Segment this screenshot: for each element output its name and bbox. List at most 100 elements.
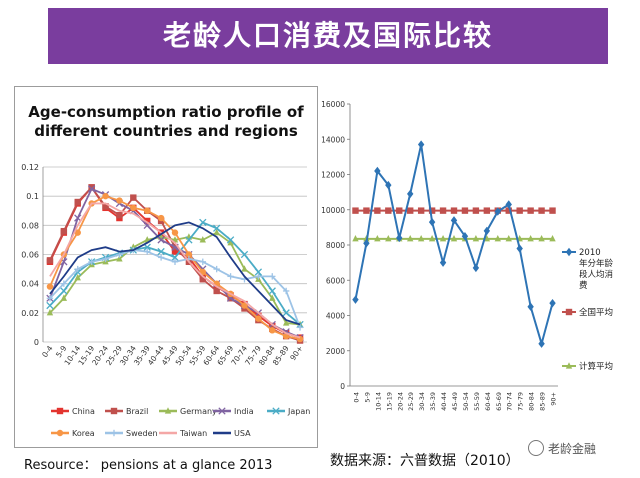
legend-marker [110,429,118,437]
data-point [417,140,425,149]
x-tick-label: 40-44 [440,392,448,411]
data-point [494,207,501,216]
data-point-germany [116,255,123,262]
left-source-note: Resource： pensions at a glance 2013 [24,458,273,473]
data-point [385,207,392,214]
data-point [494,235,501,242]
data-point-india [74,214,82,222]
data-point-korea [144,207,151,214]
data-point [439,235,447,242]
data-point [472,235,480,242]
x-tick-label: 35-39 [429,392,437,411]
legend-label: Sweden [126,429,158,438]
data-point [549,207,556,214]
data-point-korea [130,204,137,212]
legend-marker [110,407,118,415]
x-tick-label: 0-4 [352,392,360,403]
title-banner: 老龄人口消费及国际比较 [48,8,608,64]
data-point-brazil [60,227,68,235]
data-point-korea [241,302,248,309]
age-consumption-chart: Age-consumption ratio profile of differe… [21,103,310,438]
y-tick-label: 0.04 [21,280,39,289]
data-point-sweden [227,273,234,280]
data-point [385,235,392,242]
legend-label: Korea [72,429,95,438]
data-point [374,235,381,242]
data-point-korea [185,251,193,258]
legend-label: 全国平均 [579,307,613,318]
data-point-china [144,217,151,225]
data-point [461,231,469,241]
data-point [363,207,370,214]
data-point-sweden [269,273,276,280]
data-point-korea [102,192,109,200]
data-point [472,207,480,214]
legend-marker [565,308,573,316]
data-point [396,207,403,214]
data-point [439,207,447,214]
legend-marker [272,407,280,415]
series-line-usa [49,221,301,326]
data-point [396,233,403,243]
data-point-sweden [255,273,262,280]
data-point-brazil [102,203,109,210]
data-point-india [87,185,96,193]
data-point-china [171,248,179,255]
x-tick-label: 15-19 [385,392,393,411]
legend-marker [164,407,172,414]
x-tick-label: 55-59 [473,392,481,411]
data-point [363,239,370,248]
data-point-sweden [296,324,304,331]
data-point [428,217,436,227]
data-point [450,207,458,214]
data-point-japan [213,224,221,232]
data-point [505,235,512,242]
legend-label: Taiwan [179,429,207,438]
data-point-sweden [74,265,81,273]
data-point-korea [157,214,165,222]
legend-label: Japan [287,407,310,416]
data-point-sweden [199,258,206,265]
left-chart-panel: Age-consumption ratio profile of differe… [14,86,318,448]
y-tick-label: 0 [340,382,345,391]
y-tick-label: 0.02 [21,309,39,318]
data-point [439,258,447,267]
watermark-text: 老龄金融 [548,442,597,456]
data-point-sweden [102,255,109,263]
x-tick-label: 10-14 [374,392,382,411]
data-point-germany [241,265,248,272]
y-tick-label: 0.12 [21,163,39,172]
watermark: 老龄金融 [528,440,596,457]
data-point-japan [157,247,165,256]
data-point [385,180,392,190]
legend-label: 2010 年分年龄段人均消费 [579,248,614,291]
y-tick-label: 0.1 [26,192,39,201]
data-point [407,207,414,214]
data-point-germany [199,236,206,243]
data-point-brazil [199,276,206,283]
data-point [374,207,381,214]
data-point [516,207,523,214]
legend-marker [565,362,573,369]
data-point [352,295,359,304]
data-point-brazil [130,194,137,201]
data-point [417,207,425,214]
legend-marker [56,407,64,415]
legend-label: USA [234,429,251,438]
data-point-germany [60,294,68,301]
legend-label: Germany [180,407,217,416]
y-tick-label: 4000 [326,312,345,321]
legend-marker [56,429,64,437]
data-point-japan [185,236,193,244]
y-tick-label: 0.08 [21,221,39,230]
data-point-japan [171,253,179,262]
legend-marker [565,247,573,257]
x-tick-label: 60-64 [484,392,492,411]
data-point [505,207,512,214]
data-point-brazil [88,184,95,191]
y-tick-label: 0 [34,338,39,347]
data-point-germany [269,294,276,301]
data-point-germany [213,228,220,236]
data-point [483,207,491,214]
data-point-japan [282,309,290,317]
